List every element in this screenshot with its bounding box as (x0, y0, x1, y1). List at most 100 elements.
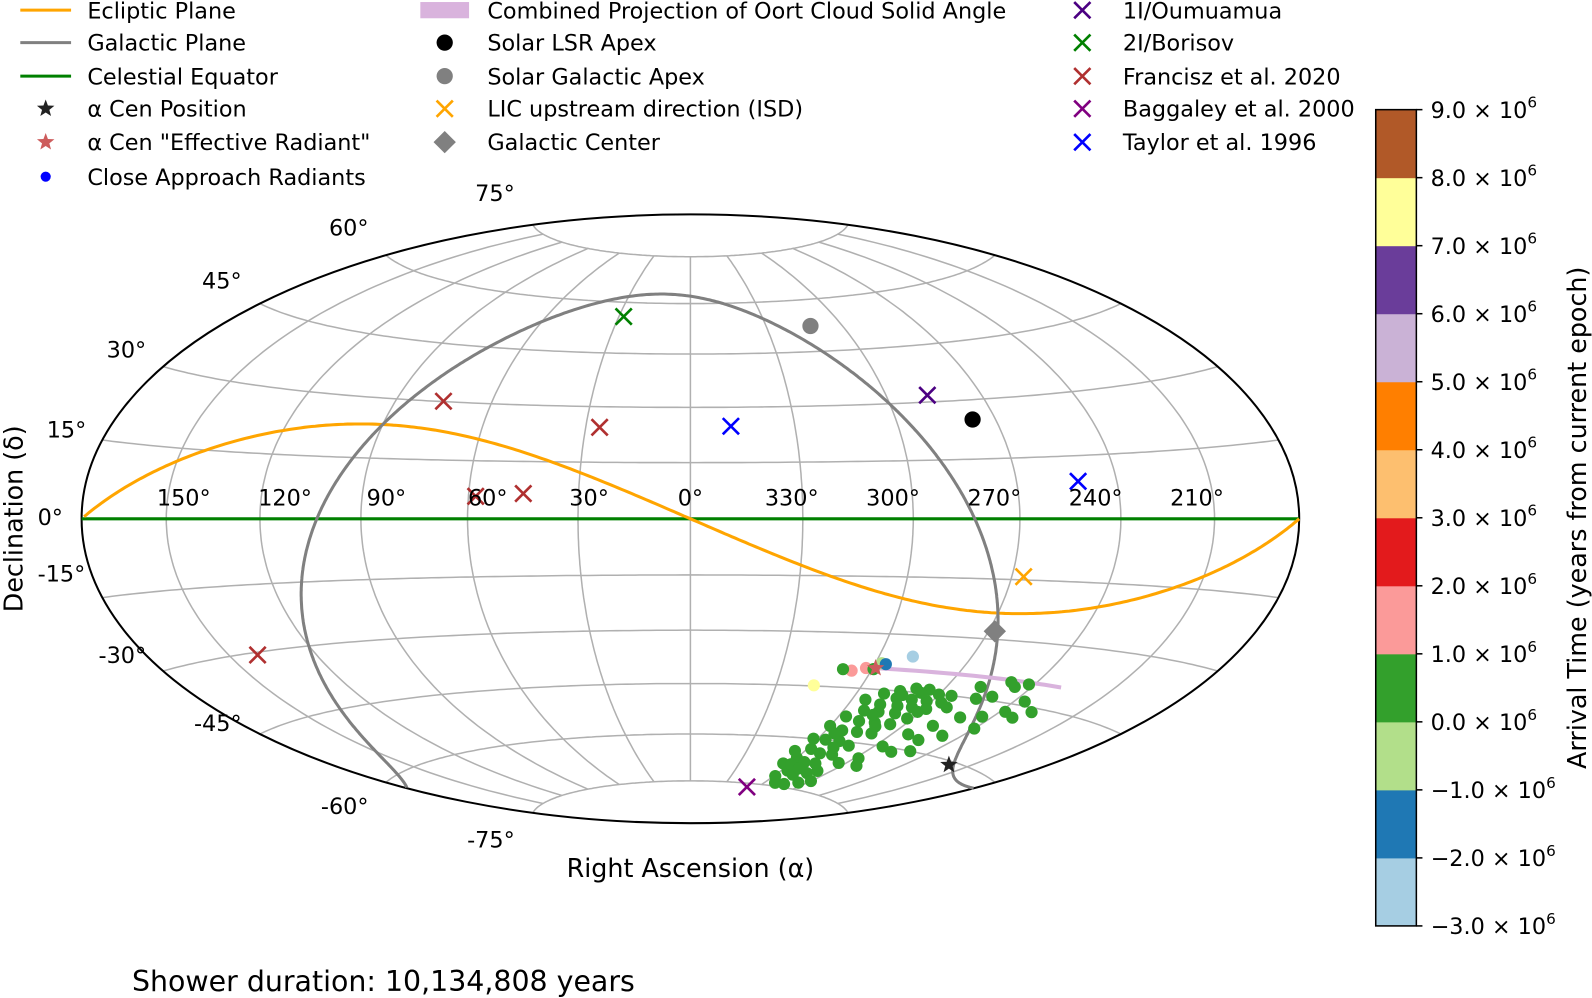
colorbar-label: Arrival Time (years from current epoch) (1562, 267, 1592, 769)
dec-tick-label: -60° (321, 794, 369, 820)
dec-tick-label: 15° (47, 418, 87, 444)
legend-label: Ecliptic Plane (87, 0, 236, 24)
dec-tick-label: 45° (202, 268, 242, 294)
legend-label: LIC upstream direction (ISD) (487, 97, 803, 123)
cluster-radiant-point (968, 722, 981, 735)
colorbar-segment (1375, 177, 1417, 247)
tick-base: 2.0 × 10 (1431, 574, 1528, 600)
tick-base: −2.0 × 10 (1431, 846, 1547, 872)
reference-curves (81, 292, 1301, 790)
cluster-radiant-point (1025, 706, 1038, 719)
shower-duration: Shower duration: 10,134,808 years (132, 965, 635, 998)
colorbar-tick-label: −3.0 × 106 (1431, 910, 1556, 940)
cluster-radiant-point (885, 745, 898, 758)
tick-exponent: 6 (1527, 298, 1537, 316)
oumuamua-marker (918, 386, 937, 405)
colorbar-segment (1375, 245, 1417, 315)
cluster-radiant-point (842, 739, 855, 752)
legend-label: 1I/Oumuamua (1123, 0, 1282, 24)
legend-star-icon (36, 132, 55, 150)
close-approach-radiant-point (807, 679, 820, 692)
legend-item: LIC upstream direction (ISD) (435, 97, 803, 123)
legend-patch-icon (420, 2, 470, 19)
cluster-radiant-point (813, 747, 827, 760)
legend-item: Baggaley et al. 2000 (1073, 97, 1355, 123)
cluster-radiant-point (777, 777, 791, 791)
legend-label: Celestial Equator (87, 64, 278, 90)
taylor-1996-marker (1069, 472, 1088, 491)
taylor-1996-marker (721, 417, 740, 436)
dec-tick-label: 60° (329, 216, 369, 242)
ra-tick-label: 330° (765, 486, 819, 512)
cluster-radiant-point (901, 712, 914, 725)
legend-circle-icon (436, 34, 453, 51)
legend-item: Solar LSR Apex (436, 31, 657, 57)
cluster-radiant-point (945, 689, 958, 702)
colorbar-segment (1375, 789, 1417, 859)
cluster-radiant-point (792, 762, 806, 775)
cluster-radiant-point (911, 705, 924, 718)
legend-diamond-icon (433, 130, 456, 154)
colorbar-tick-label: −2.0 × 106 (1431, 842, 1556, 872)
legend-x-icon (1073, 67, 1092, 86)
dec-tick-label: -45° (194, 711, 242, 737)
tick-base: 4.0 × 10 (1431, 438, 1528, 464)
cluster-radiant-point (904, 745, 917, 758)
lic-upstream-marker (1014, 567, 1033, 586)
colorbar-tick-label: 7.0 × 106 (1431, 230, 1538, 260)
legend-label: Baggaley et al. 2000 (1123, 97, 1355, 123)
cluster-radiant-point (914, 686, 928, 699)
ra-tick-label: 150° (157, 486, 211, 512)
legend-label: Taylor et al. 1996 (1122, 130, 1316, 156)
tick-exponent: 6 (1546, 774, 1556, 792)
cluster-radiant-point (912, 733, 925, 747)
francisz-2020-marker (514, 484, 533, 503)
legend-label: Galactic Plane (87, 31, 246, 57)
legend: Ecliptic Plane Galactic Plane Celestial Eq… (20, 0, 1355, 191)
colorbar-tick-label: −1.0 × 106 (1431, 774, 1556, 804)
legend-star-icon (36, 99, 55, 117)
cluster-radiant-point (792, 776, 805, 789)
legend-item: 2I/Borisov (1073, 31, 1234, 57)
colorbar-tick-label: 2.0 × 106 (1431, 570, 1538, 600)
cluster-radiant-point (804, 774, 818, 788)
tick-base: 1.0 × 10 (1431, 642, 1528, 668)
ra-tick-label: 300° (866, 486, 920, 512)
cluster-radiant-point (969, 692, 983, 705)
legend-dot-icon (40, 171, 51, 182)
legend-x-icon (1073, 133, 1092, 152)
legend-item: Ecliptic Plane (20, 0, 236, 24)
legend-label: Galactic Center (487, 130, 660, 156)
tick-exponent: 6 (1527, 94, 1537, 112)
dec-tick-label: -75° (467, 828, 515, 854)
dec-tick-label: 30° (107, 337, 147, 363)
cluster-radiant-point (976, 710, 989, 723)
legend-x-icon (1073, 99, 1092, 118)
cluster-radiant-point (850, 759, 863, 772)
francisz-2020-marker (434, 392, 453, 411)
ra-tick-label: 240° (1069, 486, 1123, 512)
colorbar-segment (1375, 857, 1417, 927)
galactic-center-marker (983, 620, 1007, 643)
legend-label: Close Approach Radiants (87, 165, 365, 191)
cluster-radiant-point (926, 719, 939, 732)
solar-galactic-apex-marker (802, 317, 819, 335)
cluster-radiant-point (888, 707, 902, 720)
tick-base: 5.0 × 10 (1431, 370, 1528, 396)
colorbar-segment (1375, 653, 1417, 723)
tick-exponent: 6 (1527, 230, 1537, 248)
cluster-radiant-point (896, 688, 909, 702)
close-approach-radiant-point (906, 650, 919, 663)
cluster-radiant-point (884, 718, 897, 731)
ra-tick-label: 30° (569, 486, 609, 512)
cluster-radiant-point (852, 715, 866, 728)
cluster-radiant-point (850, 725, 864, 738)
francisz-2020-marker (590, 418, 609, 437)
cluster-radiant-point (877, 687, 891, 700)
cluster-radiant-point (819, 733, 832, 746)
cluster-radiant-point (832, 756, 845, 770)
cluster-radiant-point (1022, 678, 1036, 691)
legend-label: Solar LSR Apex (487, 31, 656, 57)
ra-tick-label: 60° (468, 486, 508, 512)
